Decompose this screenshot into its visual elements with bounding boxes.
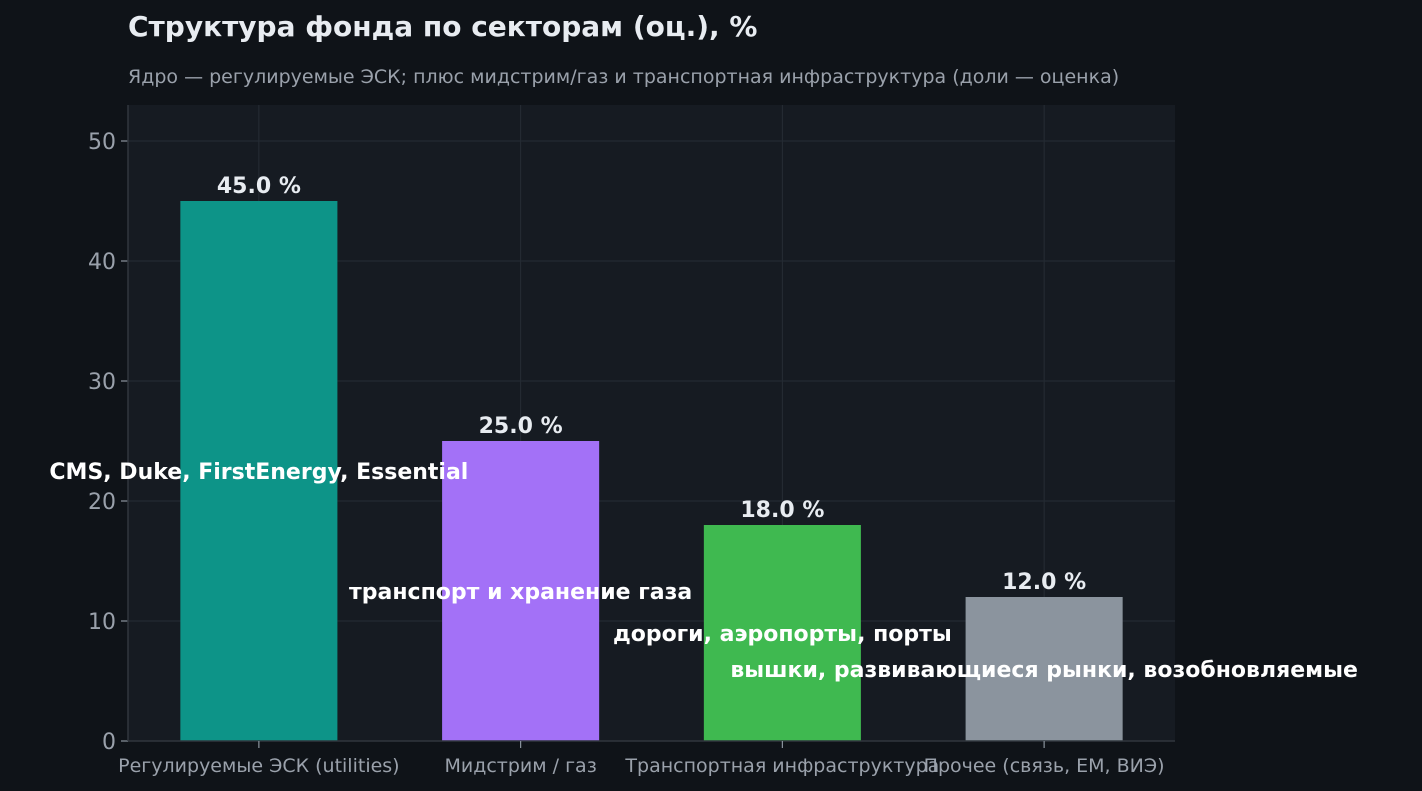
axes: 0 10 20 30 40 50 Регулируемые ЭСК (utilities) М…	[88, 105, 1175, 777]
bar-value-label: 18.0 %	[740, 498, 824, 523]
x-tick-label: Регулируемые ЭСК (utilities)	[118, 755, 399, 777]
bar-annotation: транспорт и хранение газа	[349, 580, 692, 605]
bar-value-label: 45.0 %	[217, 174, 301, 199]
bar	[180, 201, 338, 741]
annotations: CMS, Duke, FirstEnergy, Essential транспо…	[49, 460, 1358, 683]
chart-subtitle: Ядро — регулируемые ЭСК; плюс мидстрим/г…	[128, 66, 1120, 88]
x-tick-label: Мидстрим / газ	[444, 755, 596, 777]
y-tick-label: 30	[88, 370, 116, 395]
y-tick-label: 0	[102, 730, 116, 755]
x-tick-label: Транспортная инфраструктура	[624, 755, 939, 777]
chart-title: Структура фонда по секторам (оц.), %	[128, 10, 758, 43]
y-tick-label: 20	[88, 490, 116, 515]
y-tick-label: 50	[88, 130, 116, 155]
bar-value-label: 25.0 %	[479, 414, 563, 439]
bars	[180, 201, 1123, 741]
x-tick-label: Прочее (связь, EM, ВИЭ)	[924, 755, 1165, 777]
bar-value-label: 12.0 %	[1002, 570, 1086, 595]
bar	[965, 597, 1123, 741]
bar	[703, 525, 861, 741]
value-labels: 45.0 % 25.0 % 18.0 % 12.0 %	[217, 174, 1086, 595]
bar	[442, 441, 600, 741]
bar-annotation: вышки, развивающиеся рынки, возобновляем…	[730, 658, 1358, 683]
bar-annotation: дороги, аэропорты, порты	[613, 622, 952, 647]
bar-annotation: CMS, Duke, FirstEnergy, Essential	[49, 460, 468, 485]
y-tick-label: 10	[88, 610, 116, 635]
y-tick-label: 40	[88, 250, 116, 275]
